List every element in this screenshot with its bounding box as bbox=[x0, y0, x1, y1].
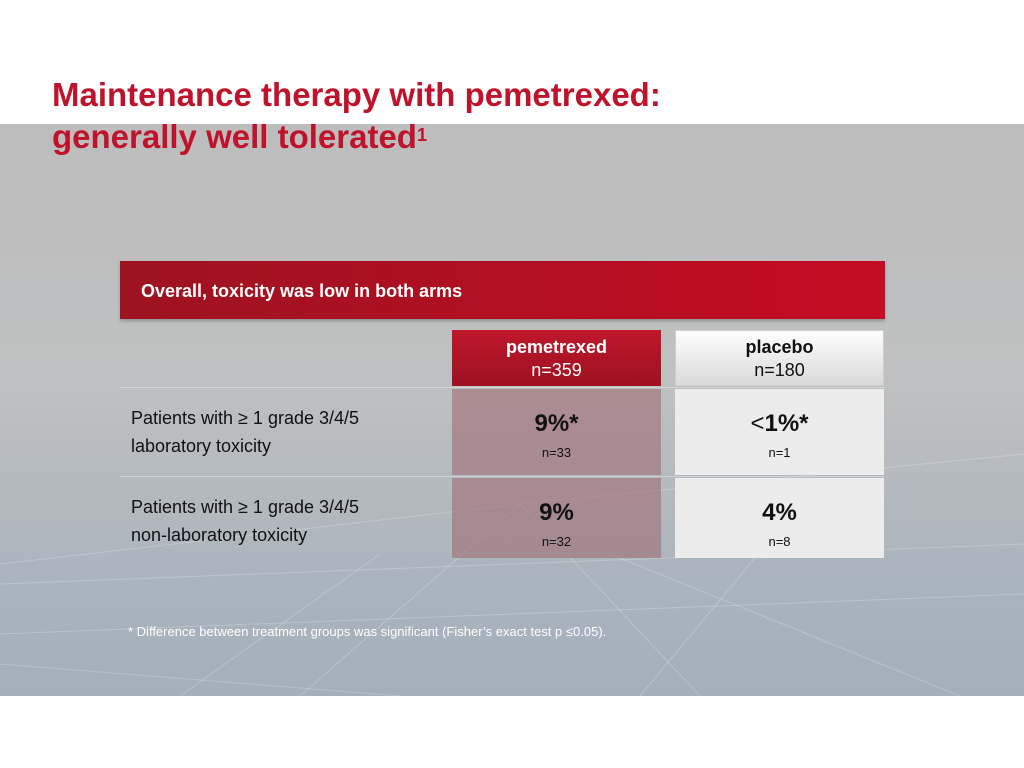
cell-pemetrexed-laboratory: 9%* n=33 bbox=[452, 389, 661, 475]
title-line-2: generally well tolerated bbox=[52, 118, 417, 155]
cell-pemetrexed-non-laboratory: 9% n=32 bbox=[452, 478, 661, 558]
cell-placebo-non-laboratory: 4% n=8 bbox=[675, 478, 884, 558]
column-n: n=180 bbox=[754, 360, 805, 380]
row-label-line: Patients with ≥ 1 grade 3/4/5 bbox=[131, 497, 360, 517]
cell-n: n=33 bbox=[541, 445, 572, 460]
cell-placebo-laboratory: <1%* n=1 bbox=[675, 389, 884, 475]
background-lines bbox=[0, 453, 1024, 696]
cell-value: 4% bbox=[762, 499, 797, 526]
footnote: * Difference between treatment groups wa… bbox=[128, 624, 607, 639]
column-name: placebo bbox=[745, 337, 814, 357]
cell-value: 9% bbox=[539, 499, 574, 526]
row-divider bbox=[120, 387, 885, 388]
cell-value: 1%* bbox=[764, 410, 809, 437]
column-header-pemetrexed: pemetrexed n=359 bbox=[452, 330, 661, 386]
row-label-laboratory: Patients with ≥ 1 grade 3/4/5 laboratory… bbox=[131, 404, 431, 460]
cell-value: 9%* bbox=[534, 410, 579, 437]
column-n: n=359 bbox=[531, 360, 582, 380]
row-label-line: laboratory toxicity bbox=[131, 436, 272, 456]
summary-banner-text: Overall, toxicity was low in both arms bbox=[141, 281, 463, 301]
column-name: pemetrexed bbox=[505, 337, 608, 357]
row-divider bbox=[120, 476, 885, 477]
title-line-1: Maintenance therapy with pemetrexed: bbox=[52, 76, 661, 113]
summary-banner: Overall, toxicity was low in both arms bbox=[120, 261, 885, 319]
cell-n: n=1 bbox=[768, 445, 791, 460]
column-header-placebo: placebo n=180 bbox=[675, 330, 884, 386]
less-than-sign: < bbox=[750, 410, 765, 437]
row-label-non-laboratory: Patients with ≥ 1 grade 3/4/5 non-labora… bbox=[131, 493, 431, 549]
row-label-line: non-laboratory toxicity bbox=[131, 525, 308, 545]
cell-n: n=8 bbox=[768, 534, 791, 549]
title-reference: 1 bbox=[416, 125, 427, 145]
cell-n: n=32 bbox=[541, 534, 572, 549]
cell-value-wrap: <1%* bbox=[675, 410, 884, 438]
row-label-line: Patients with ≥ 1 grade 3/4/5 bbox=[131, 408, 360, 428]
slide-title: Maintenance therapy with pemetrexed: gen… bbox=[52, 74, 952, 158]
